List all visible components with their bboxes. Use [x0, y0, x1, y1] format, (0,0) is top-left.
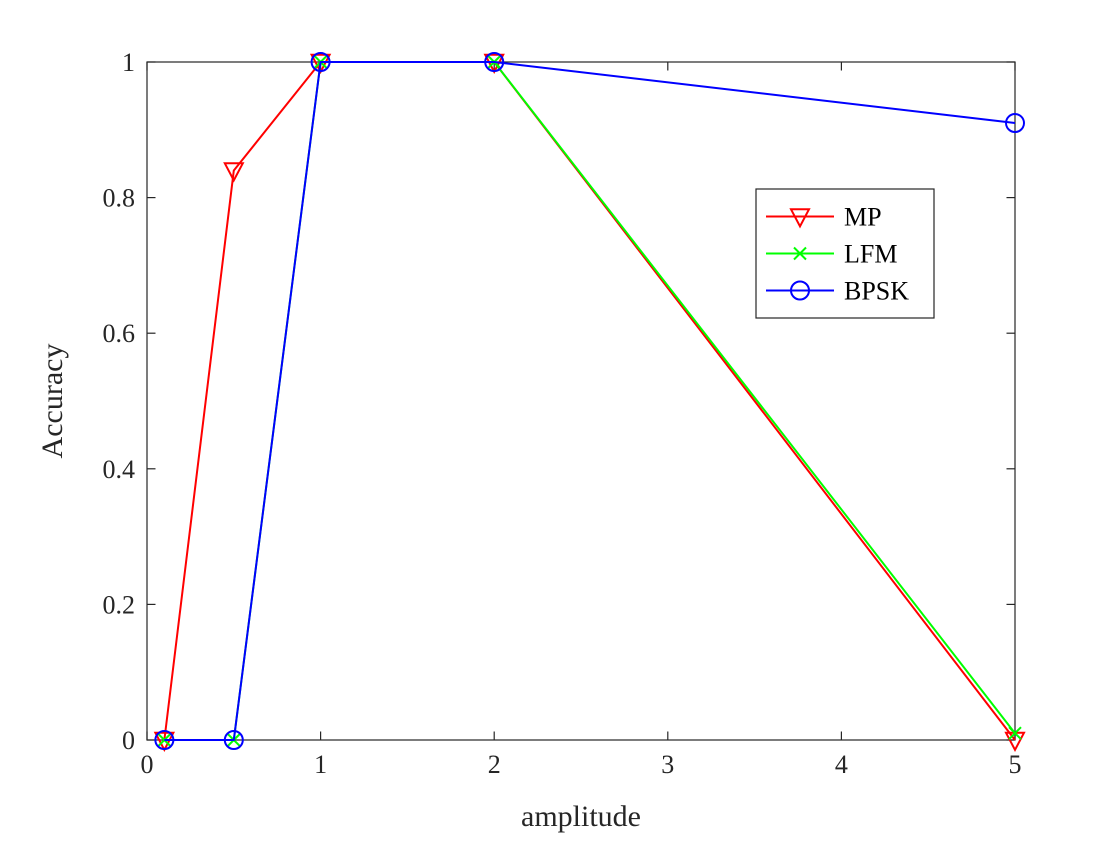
- y-axis-title: Accuracy: [36, 344, 69, 459]
- legend-label: LFM: [844, 240, 897, 269]
- data-point-bpsk: [1005, 113, 1025, 134]
- legend-marker: [793, 246, 807, 261]
- series-line-bpsk: [164, 61, 1016, 741]
- data-point-lfm: [1008, 726, 1022, 740]
- x-tick-label: 5: [1009, 750, 1022, 779]
- series-bpsk: [154, 52, 1025, 750]
- series-layer: [153, 52, 1026, 753]
- y-tick-label: 0.6: [103, 319, 136, 348]
- legend-marker: [790, 280, 810, 301]
- x-tick-label: 3: [661, 750, 674, 779]
- x-tick-label: 2: [488, 750, 501, 779]
- legend: MP LFM BPSK: [755, 188, 935, 319]
- y-tick-label: 0: [122, 726, 135, 755]
- x-tick-label: 0: [141, 750, 154, 779]
- y-tick-label: 0.4: [103, 455, 136, 484]
- legend-label: BPSK: [844, 277, 909, 306]
- x-tick-label: 4: [835, 750, 848, 779]
- data-point-bpsk: [484, 52, 505, 72]
- y-tick-label: 0.8: [103, 184, 136, 213]
- data-point-mp: [309, 53, 332, 75]
- data-point-bpsk: [154, 730, 175, 750]
- legend-label: MP: [844, 203, 882, 232]
- data-point-bpsk: [310, 52, 331, 72]
- data-point-mp: [223, 162, 245, 183]
- legend-item-mp: MP: [766, 203, 882, 232]
- legend-item-lfm: LFM: [766, 240, 897, 269]
- axes-layer: 0 1 2 3 4 5 0 0.2 0.4 0.6 0.8 1: [103, 48, 1022, 779]
- y-tick-label: 0.2: [103, 590, 136, 619]
- legend-item-bpsk: BPSK: [766, 277, 909, 306]
- legend-marker: [789, 208, 811, 229]
- data-point-bpsk: [223, 730, 244, 750]
- y-tick-label: 1: [122, 48, 135, 77]
- data-point-mp: [153, 731, 176, 753]
- x-axis-title: amplitude: [521, 800, 641, 833]
- x-tick-label: 1: [314, 750, 327, 779]
